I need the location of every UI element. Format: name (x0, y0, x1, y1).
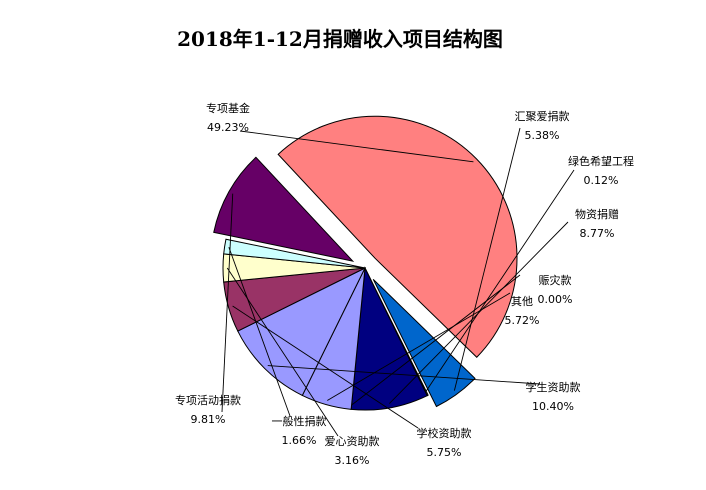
slice-1-name-label: 专项基金 (206, 101, 250, 115)
slice-8-percent-label: 5.75% (427, 446, 462, 459)
slice-11-leader-line (221, 193, 234, 413)
slice-9-leader-line (226, 267, 339, 437)
slice-11-percent-label: 9.81% (191, 413, 226, 426)
slice-10-leader-line (228, 247, 291, 417)
slice-6-percent-label: 5.72% (505, 314, 540, 327)
slice-9-name-label: 爱心资助款 (325, 434, 380, 448)
slice-6-leader-line (327, 292, 511, 401)
slice-10-percent-label: 1.66% (282, 434, 317, 447)
slice-1-percent-label: 49.23% (207, 121, 249, 134)
slice-1-wedge (277, 115, 518, 358)
slice-2-leader-line (453, 127, 521, 391)
slice-11-wedge (213, 156, 355, 262)
slice-4-percent-label: 8.77% (580, 227, 615, 240)
leader-lines-layer (221, 127, 575, 437)
slice-3-percent-label: 0.12% (584, 174, 619, 187)
slice-7-leader-line (267, 365, 541, 385)
slice-11-name-label: 专项活动捐款 (175, 393, 241, 407)
slice-4-name-label: 物资捐赠 (575, 207, 619, 221)
slice-2-wedge (372, 278, 476, 408)
labels-layer: 专项基金 49.23% 汇聚爱捐款 5.38% 绿色希望工程 0.12% 物资捐赠 8.77%… (175, 101, 634, 467)
chart-title: 2018年1-12月捐赠收入项目结构图 (177, 27, 503, 51)
slice-8-leader-line (232, 305, 419, 429)
slice-2-name-label: 汇聚爱捐款 (515, 109, 570, 123)
slice-10-wedge (223, 238, 366, 269)
slice-4-leader-line (389, 221, 569, 404)
slice-10-name-label: 一般性捐款 (272, 414, 327, 428)
slice-5-name-label: 赈灾款 (539, 273, 572, 287)
slice-7-percent-label: 10.40% (532, 400, 574, 413)
slice-5-leader-line (351, 274, 521, 406)
slice-6-name-label: 其他 (511, 295, 533, 308)
slice-7-name-label: 学生资助款 (526, 380, 581, 394)
slice-7-wedge (237, 266, 367, 397)
slice-3-leader-line (425, 169, 575, 392)
slice-1-leader-line (239, 130, 474, 163)
slice-8-name-label: 学校资助款 (417, 426, 472, 440)
slices-layer (213, 115, 518, 411)
slice-2-percent-label: 5.38% (525, 129, 560, 142)
slice-3-name-label: 绿色希望工程 (568, 154, 634, 168)
slice-5-percent-label: 0.00% (538, 293, 573, 306)
slice-9-percent-label: 3.16% (335, 454, 370, 467)
